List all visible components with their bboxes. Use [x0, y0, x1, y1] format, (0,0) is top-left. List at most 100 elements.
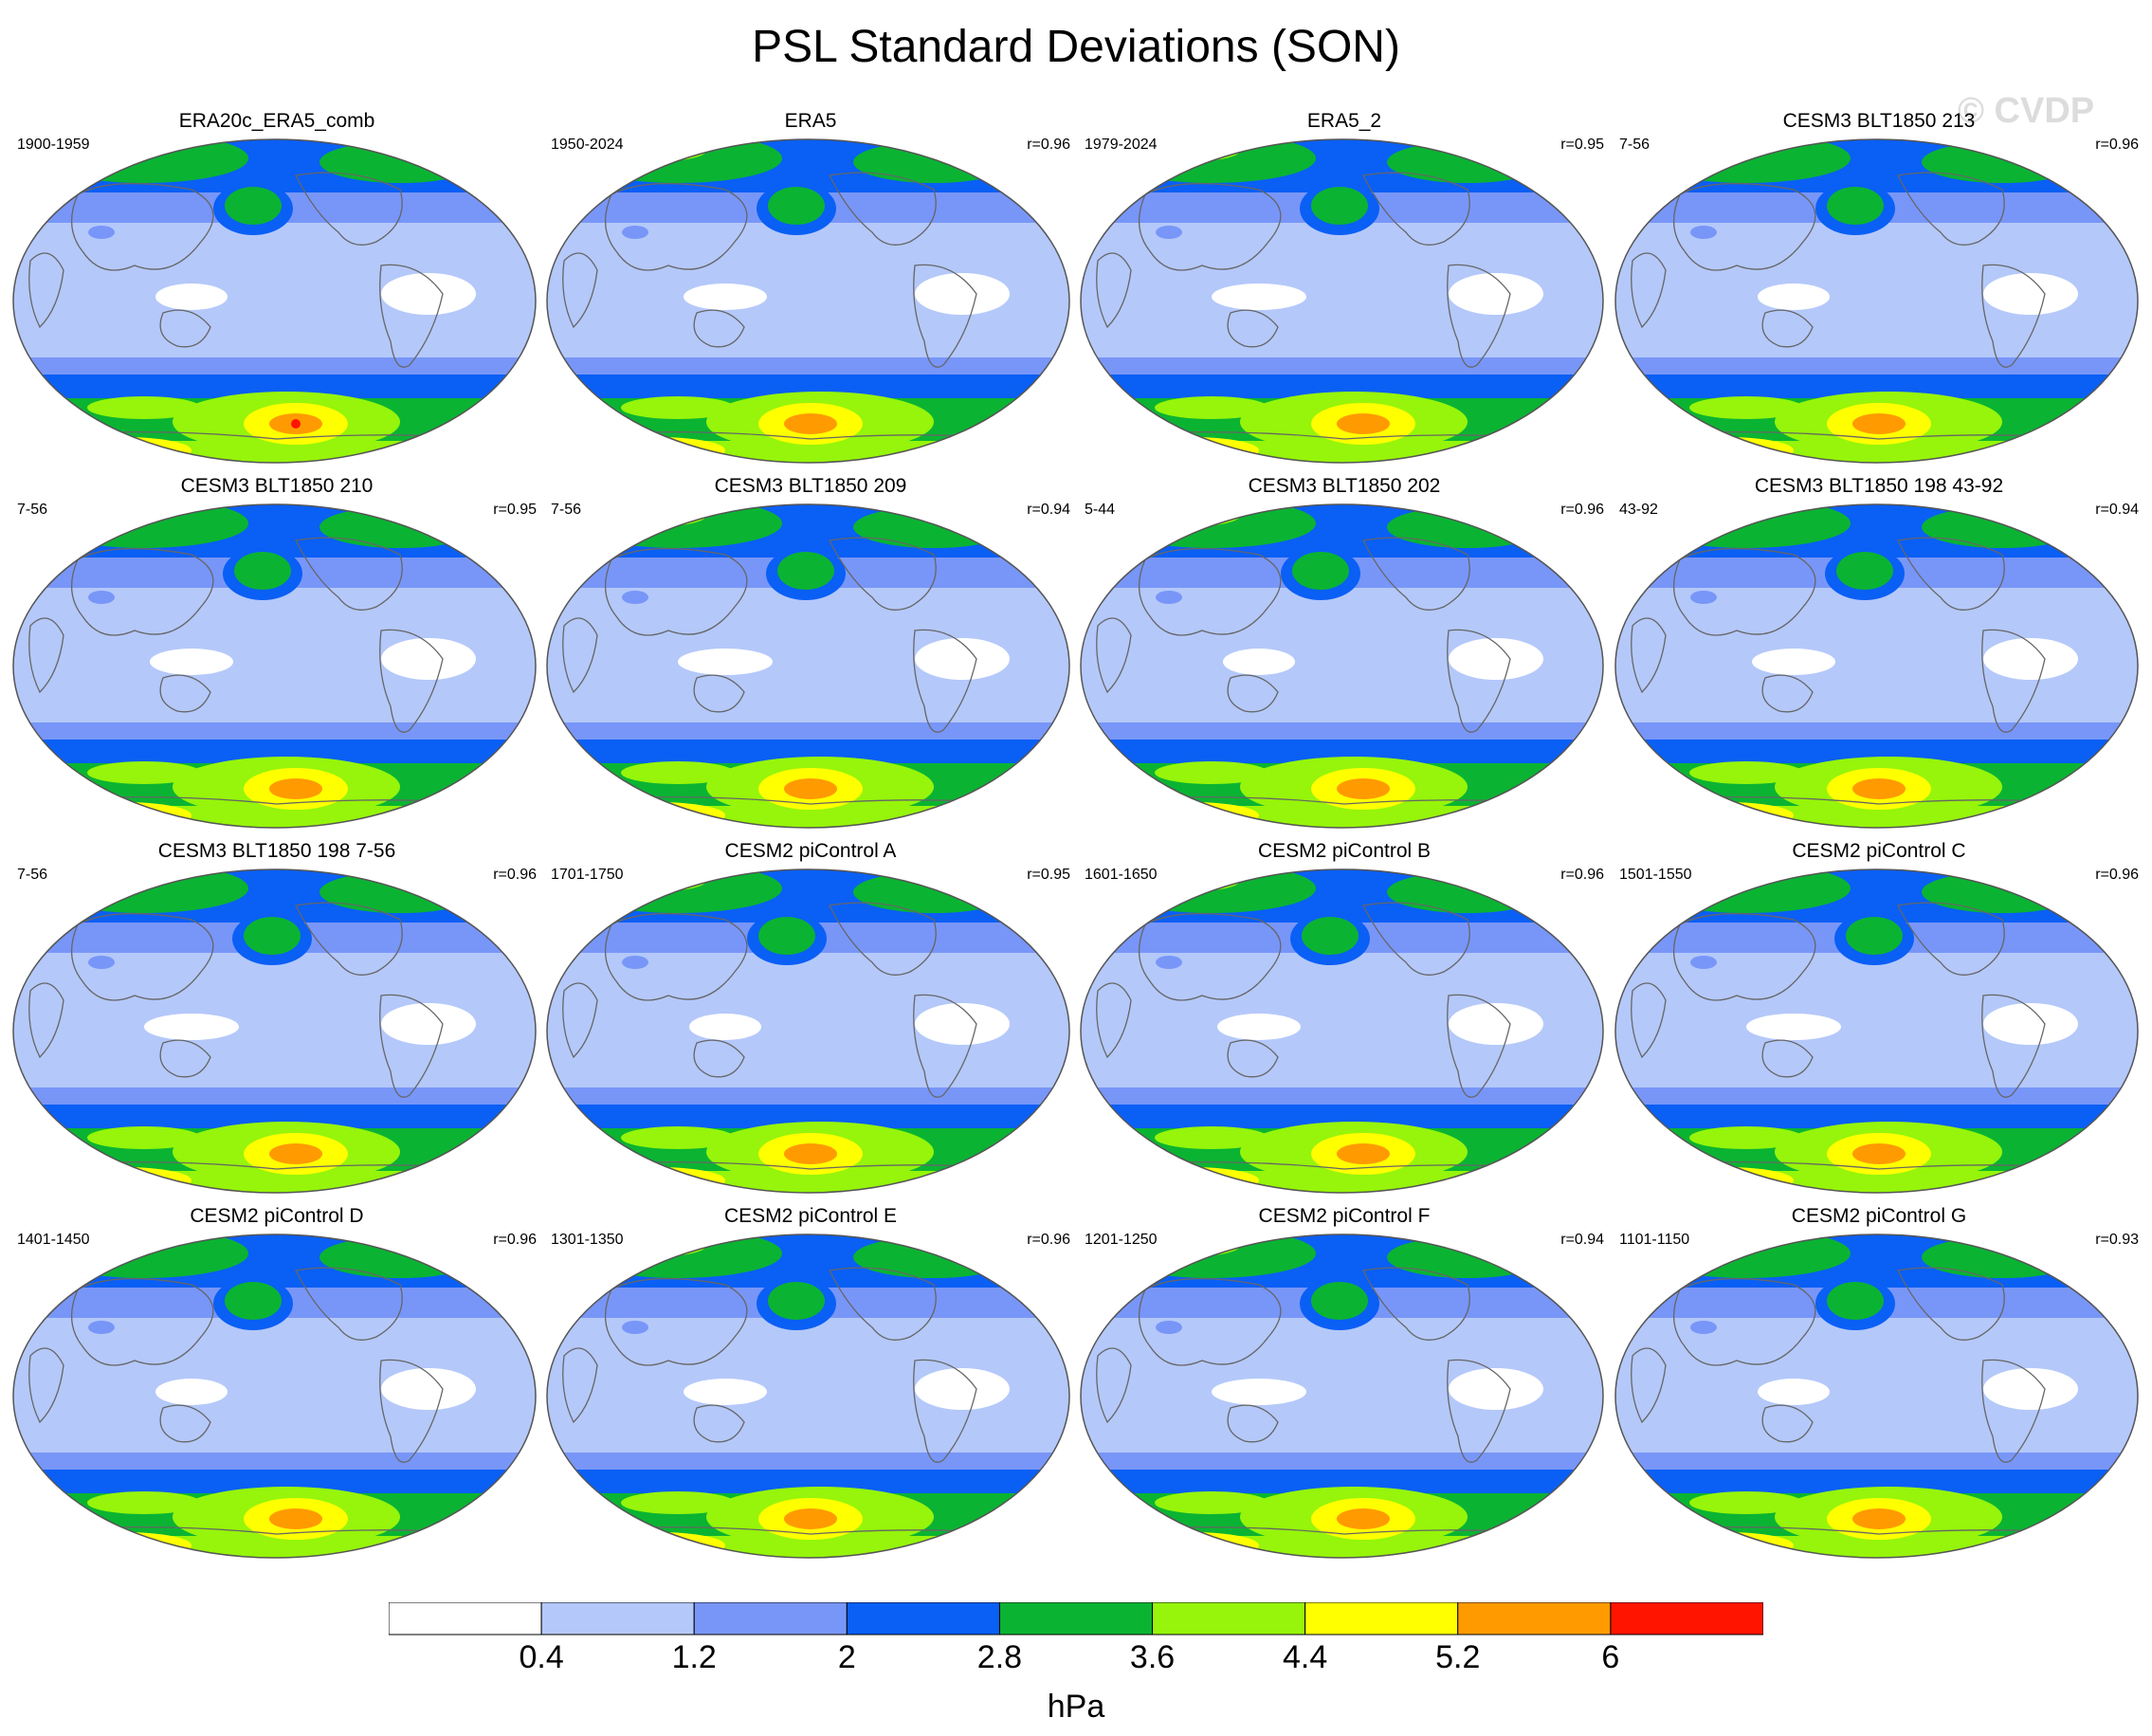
colorbar-tick-label: 3.6: [1129, 1639, 1176, 1675]
map-panel: CESM3 BLT1850 209 7-56 r=0.94: [545, 474, 1076, 834]
colorbar-segment: [846, 1602, 1000, 1635]
panel-title: ERA5_2: [1306, 110, 1382, 132]
colorbar-tick-label: 0.4: [519, 1639, 564, 1675]
panel-title: CESM3 BLT1850 198 43-92: [1754, 475, 2004, 497]
panel-years: 1101-1150: [1619, 1232, 1690, 1248]
psl-map: [12, 503, 537, 829]
psl-map: [546, 1233, 1070, 1559]
panel-title: CESM2 piControl D: [190, 1205, 364, 1227]
panel-pattern-correlation: r=0.94: [2095, 502, 2139, 518]
colorbar-tick-label: 2.8: [976, 1639, 1023, 1675]
panel-title: CESM2 piControl A: [724, 840, 897, 862]
panel-pattern-correlation: r=0.95: [1027, 867, 1070, 883]
map-panel: CESM2 piControl G 1101-1150 r=0.93: [1614, 1204, 2144, 1564]
panel-years: 7-56: [1619, 137, 1650, 153]
colorbar-segment: [540, 1602, 695, 1635]
panel-years: 43-92: [1619, 502, 1658, 518]
psl-map: [546, 868, 1070, 1194]
colorbar-segment: [998, 1602, 1154, 1635]
psl-map: [546, 138, 1070, 464]
panel-title: CESM3 BLT1850 198 7-56: [157, 840, 396, 862]
panel-years: 7-56: [17, 867, 48, 883]
panel-years: 7-56: [551, 502, 582, 518]
colorbar-tick-label: 1.2: [671, 1639, 717, 1675]
map-panel: CESM3 BLT1850 202 5-44 r=0.96: [1079, 474, 1610, 834]
colorbar-segment: [693, 1602, 848, 1635]
psl-map: [1614, 868, 2139, 1194]
panel-years: 5-44: [1085, 502, 1116, 518]
psl-map: [1080, 1233, 1604, 1559]
panel-pattern-correlation: r=0.93: [2095, 1232, 2139, 1248]
colorbar: [389, 1602, 1763, 1635]
panel-pattern-correlation: r=0.96: [1027, 137, 1070, 153]
panel-pattern-correlation: r=0.96: [1027, 1232, 1070, 1248]
map-panel: CESM2 piControl B 1601-1650 r=0.96: [1079, 839, 1610, 1199]
colorbar-units: hPa: [1047, 1689, 1105, 1725]
panel-pattern-correlation: r=0.96: [1560, 502, 1604, 518]
psl-map: [1614, 138, 2139, 464]
psl-map: [1080, 503, 1604, 829]
psl-map: [1614, 503, 2139, 829]
colorbar-segment: [1304, 1602, 1459, 1635]
panel-pattern-correlation: r=0.96: [493, 867, 537, 883]
panel-title: CESM2 piControl C: [1792, 840, 1966, 862]
psl-map: [12, 138, 537, 464]
panel-title: CESM3 BLT1850 210: [180, 475, 374, 497]
map-panel: CESM3 BLT1850 213 7-56 r=0.96: [1614, 109, 2144, 469]
panel-years: 1201-1250: [1085, 1232, 1158, 1248]
panel-title: CESM2 piControl G: [1791, 1205, 1967, 1227]
map-panel: CESM2 piControl A 1701-1750 r=0.95: [545, 839, 1076, 1199]
psl-map: [12, 868, 537, 1194]
panel-title: CESM2 piControl F: [1258, 1205, 1431, 1227]
panel-title: CESM3 BLT1850 209: [714, 475, 907, 497]
panel-years: 1401-1450: [17, 1232, 90, 1248]
panel-title: ERA5: [784, 110, 837, 132]
panel-pattern-correlation: r=0.95: [493, 502, 537, 518]
psl-map: [12, 1233, 537, 1559]
panel-years: 1501-1550: [1619, 867, 1692, 883]
colorbar-tick-label: 5.2: [1435, 1639, 1481, 1675]
map-panel: CESM3 BLT1850 210 7-56 r=0.95: [11, 474, 542, 834]
panel-title: CESM2 piControl E: [723, 1205, 898, 1227]
panel-years: 1950-2024: [551, 137, 624, 153]
map-panel: CESM2 piControl E 1301-1350 r=0.96: [545, 1204, 1076, 1564]
colorbar-tick-label: 6: [1601, 1639, 1620, 1675]
panel-years: 1301-1350: [551, 1232, 624, 1248]
map-panel: CESM3 BLT1850 198 43-92 43-92 r=0.94: [1614, 474, 2144, 834]
panel-pattern-correlation: r=0.94: [1027, 502, 1070, 518]
panel-years: 1701-1750: [551, 867, 624, 883]
map-panel: CESM3 BLT1850 198 7-56 7-56 r=0.96: [11, 839, 542, 1199]
panel-pattern-correlation: r=0.94: [1560, 1232, 1604, 1248]
colorbar-segment: [389, 1602, 542, 1635]
cvdp-watermark: © CVDP: [1958, 91, 2095, 131]
panel-title: CESM2 piControl B: [1257, 840, 1432, 862]
panel-title: CESM3 BLT1850 202: [1248, 475, 1441, 497]
panel-years: 7-56: [17, 502, 48, 518]
panel-title: ERA20c_ERA5_comb: [178, 110, 375, 132]
colorbar-tick-label: 2: [837, 1639, 856, 1675]
map-panel: ERA5 1950-2024 r=0.96: [545, 109, 1076, 469]
panel-pattern-correlation: r=0.96: [2095, 137, 2139, 153]
map-panel: ERA5_2 1979-2024 r=0.95: [1079, 109, 1610, 469]
panel-pattern-correlation: r=0.96: [493, 1232, 537, 1248]
panel-title: CESM3 BLT1850 213: [1782, 110, 1976, 132]
psl-map: [1614, 1233, 2139, 1559]
panel-years: 1900-1959: [17, 137, 90, 153]
map-panel: CESM2 piControl C 1501-1550 r=0.96: [1614, 839, 2144, 1199]
psl-map: [1080, 868, 1604, 1194]
psl-map: [1080, 138, 1604, 464]
colorbar-tick-label: 4.4: [1283, 1639, 1328, 1675]
figure-title: PSL Standard Deviations (SON): [752, 22, 1400, 72]
panel-years: 1979-2024: [1085, 137, 1158, 153]
panel-pattern-correlation: r=0.95: [1560, 137, 1604, 153]
colorbar-segment: [1610, 1602, 1763, 1635]
psl-map: [546, 503, 1070, 829]
map-panel: ERA20c_ERA5_comb 1900-1959: [11, 109, 542, 469]
map-panel: CESM2 piControl F 1201-1250 r=0.94: [1079, 1204, 1610, 1564]
panel-pattern-correlation: r=0.96: [1560, 867, 1604, 883]
map-panel: CESM2 piControl D 1401-1450 r=0.96: [11, 1204, 542, 1564]
panel-years: 1601-1650: [1085, 867, 1158, 883]
colorbar-segment: [1152, 1602, 1306, 1635]
colorbar-segment: [1457, 1602, 1612, 1635]
panel-pattern-correlation: r=0.96: [2095, 867, 2139, 883]
